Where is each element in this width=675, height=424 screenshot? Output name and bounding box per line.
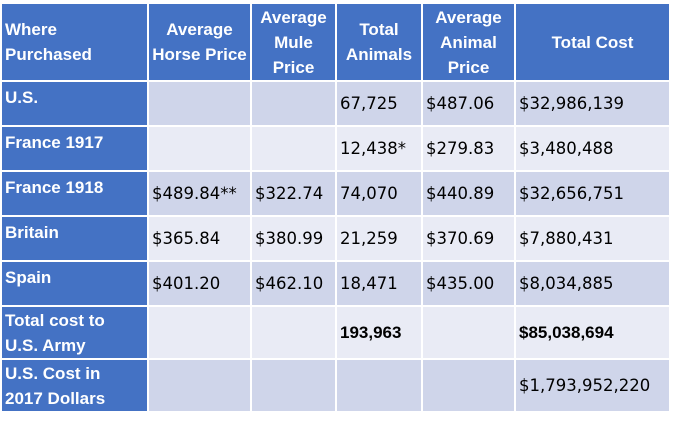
cell-total-cost: $1,793,952,220 [516,360,671,413]
row-label: Spain [2,262,149,307]
cell-horse-price [149,82,252,127]
cell-mule-price: $322.74 [252,172,337,217]
table-row-spain: Spain $401.20 $462.10 18,471 $435.00 $8,… [2,262,671,307]
row-label: U.S. Cost in 2017 Dollars [2,360,149,413]
cell-animal-price [423,307,516,360]
cell-total-animals: 12,438* [337,127,423,172]
cell-total-cost: $32,986,139 [516,82,671,127]
cell-horse-price [149,307,252,360]
header-where-purchased: Where Purchased [2,4,149,82]
cell-mule-price: $462.10 [252,262,337,307]
cell-total-cost: $8,034,885 [516,262,671,307]
header-line: Horse Price [152,45,247,64]
cell-total-animals: 21,259 [337,217,423,262]
row-label: U.S. [2,82,149,127]
cell-total-cost: $32,656,751 [516,172,671,217]
header-line: Mule [274,32,313,52]
row-label-line: U.S. Cost in [5,364,101,383]
row-label: Britain [2,217,149,262]
header-line: Total [359,20,399,39]
cell-animal-price: $435.00 [423,262,516,307]
cell-total-cost: $7,880,431 [516,217,671,262]
cost-table: Where Purchased Average Horse Price Aver… [2,4,671,413]
row-label-line: U.S. Army [5,336,86,355]
cell-total-animals: 193,963 [337,307,423,360]
cell-total-cost: $85,038,694 [516,307,671,360]
cell-animal-price: $487.06 [423,82,516,127]
cell-animal-price: $279.83 [423,127,516,172]
cell-animal-price [423,360,516,413]
cell-total-cost: $3,480,488 [516,127,671,172]
header-line: Animal [440,32,497,52]
cell-total-animals: 18,471 [337,262,423,307]
cell-horse-price: $489.84** [149,172,252,217]
table-row-france-1917: France 1917 12,438* $279.83 $3,480,488 [2,127,671,172]
header-line: Price [447,57,490,77]
header-average-animal-price: Average Animal Price [423,4,516,82]
header-line: Average [166,20,233,39]
cell-mule-price: $380.99 [252,217,337,262]
table-row-britain: Britain $365.84 $380.99 21,259 $370.69 $… [2,217,671,262]
header-average-horse-price: Average Horse Price [149,4,252,82]
row-label: Total cost to U.S. Army [2,307,149,360]
cell-animal-price: $440.89 [423,172,516,217]
row-label-line: 2017 Dollars [5,389,106,408]
cell-total-animals [337,360,423,413]
header-line: Where [5,20,57,39]
header-total-animals: Total Animals [337,4,423,82]
cell-mule-price [252,360,337,413]
header-line: Average [435,7,502,27]
table-row-2017-dollars: U.S. Cost in 2017 Dollars $1,793,952,220 [2,360,671,413]
table-row-france-1918: France 1918 $489.84** $322.74 74,070 $44… [2,172,671,217]
header-line: Price [272,57,315,77]
cell-animal-price: $370.69 [423,217,516,262]
header-line: Animals [345,45,413,64]
table-row-us: U.S. 67,725 $487.06 $32,986,139 [2,82,671,127]
cell-total-animals: 67,725 [337,82,423,127]
cell-horse-price [149,127,252,172]
row-label-line: Total cost to [5,311,105,330]
cell-mule-price [252,307,337,360]
table-row-total-cost: Total cost to U.S. Army 193,963 $85,038,… [2,307,671,360]
cell-mule-price [252,82,337,127]
cell-horse-price [149,360,252,413]
header-total-cost: Total Cost [516,4,671,82]
row-label: France 1917 [2,127,149,172]
header-line: Total Cost [551,32,634,52]
cell-horse-price: $365.84 [149,217,252,262]
header-average-mule-price: Average Mule Price [252,4,337,82]
header-row: Where Purchased Average Horse Price Aver… [2,4,671,82]
header-line: Purchased [5,45,92,64]
cell-horse-price: $401.20 [149,262,252,307]
header-line: Average [260,7,327,27]
cell-mule-price [252,127,337,172]
cell-total-animals: 74,070 [337,172,423,217]
row-label: France 1918 [2,172,149,217]
